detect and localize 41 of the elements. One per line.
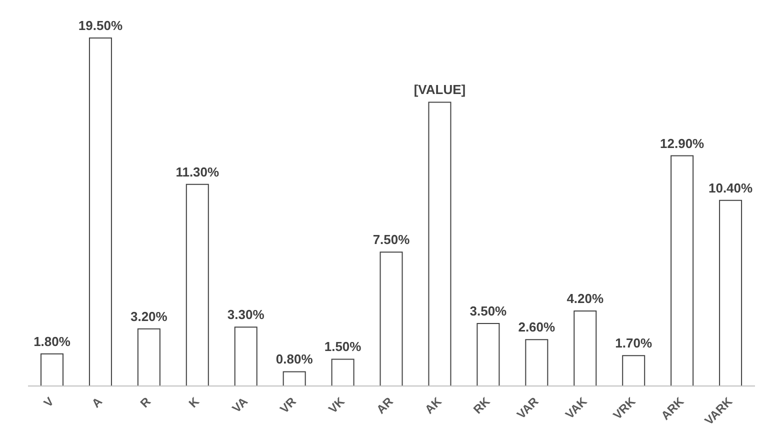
bar: [622, 355, 646, 386]
data-label: 12.90%: [660, 136, 705, 151]
x-tick-label: AR: [374, 394, 396, 417]
bar: [186, 184, 209, 386]
bar: [380, 252, 403, 386]
data-label: 1.80%: [34, 334, 71, 349]
data-label: 2.60%: [518, 320, 556, 335]
x-tick-label: K: [186, 394, 202, 410]
data-label: 7.50%: [372, 232, 410, 248]
bar: [137, 328, 160, 386]
bar: [331, 358, 354, 386]
data-label: 4.20%: [566, 291, 604, 306]
x-tick-label: R: [138, 394, 154, 410]
data-label: 1.50%: [324, 339, 362, 354]
x-tick-label: AK: [422, 394, 445, 417]
data-label: 10.40%: [708, 180, 754, 196]
x-tick-label: VR: [277, 394, 300, 416]
data-label: 0.80%: [276, 352, 314, 367]
bar: [719, 200, 742, 386]
x-tick-label: A: [89, 394, 106, 410]
data-label: 3.50%: [470, 304, 508, 319]
x-tick-label: V: [41, 394, 57, 410]
bar: [88, 38, 112, 386]
data-label: 11.30%: [176, 164, 220, 180]
data-label: 19.50%: [78, 18, 123, 33]
x-tick-label: VK: [326, 394, 348, 416]
data-label: 1.70%: [615, 336, 652, 351]
x-tick-label: RK: [470, 394, 494, 417]
bar: [525, 339, 548, 386]
bar: [670, 155, 694, 386]
bar: [234, 326, 258, 386]
data-label: 3.30%: [227, 307, 265, 322]
bar: [40, 353, 64, 386]
x-tick-label: VA: [229, 394, 251, 416]
bar: [476, 323, 500, 386]
data-label: [VALUE]: [414, 82, 466, 98]
x-tick-label: VAR: [514, 394, 542, 422]
bar: [574, 310, 597, 386]
bar: [428, 102, 452, 386]
data-label: 3.20%: [130, 308, 168, 324]
bar: [282, 371, 306, 386]
